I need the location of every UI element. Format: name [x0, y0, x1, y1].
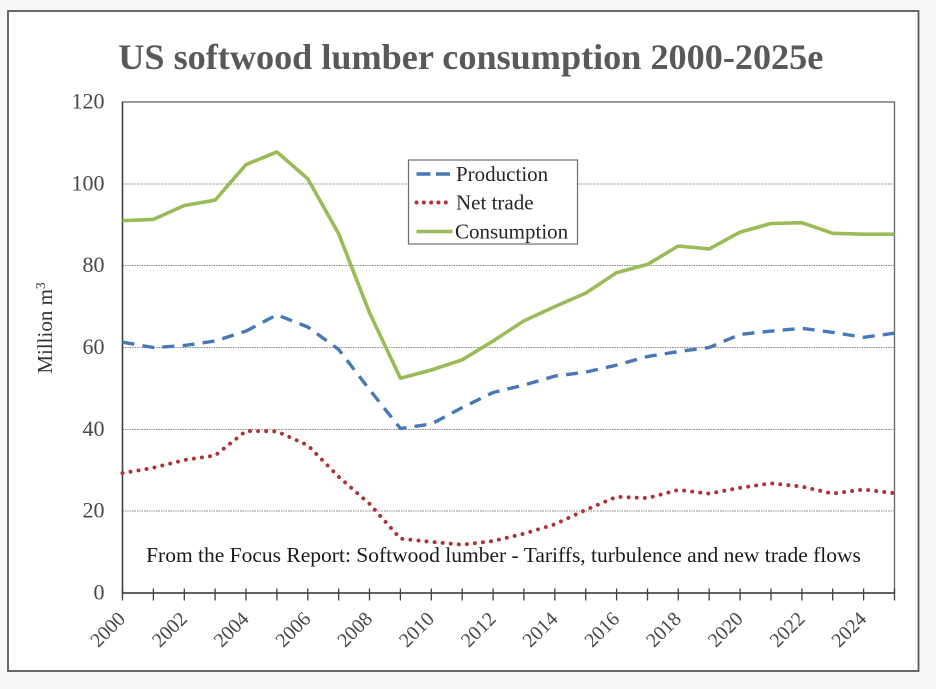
svg-text:100: 100: [72, 170, 105, 195]
svg-text:20: 20: [83, 498, 105, 523]
svg-text:0: 0: [94, 580, 105, 605]
svg-text:60: 60: [83, 334, 105, 359]
svg-text:Consumption: Consumption: [455, 220, 569, 244]
svg-text:Net trade: Net trade: [456, 191, 534, 215]
svg-text:40: 40: [83, 416, 105, 441]
svg-text:Production: Production: [456, 162, 549, 186]
svg-text:80: 80: [83, 252, 105, 277]
svg-text:Million m3: Million m3: [33, 282, 57, 374]
svg-text:120: 120: [72, 89, 105, 114]
svg-text:US softwood lumber consumption: US softwood lumber consumption 2000-2025…: [118, 37, 823, 77]
svg-text:From the Focus Report: Softwoo: From the Focus Report: Softwood lumber -…: [146, 543, 861, 567]
